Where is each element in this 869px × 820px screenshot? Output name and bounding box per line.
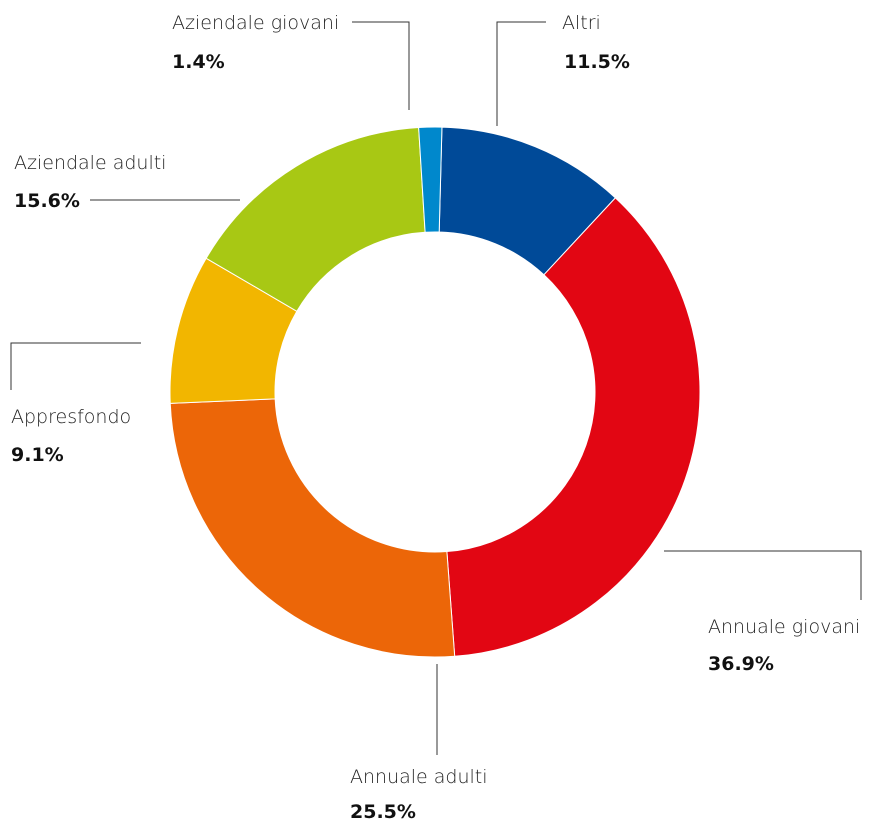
donut-slice-aziendale-giovani: [418, 126, 443, 233]
donut-slice-annuale-adulti: [169, 398, 456, 658]
slice-label-annuale-adulti: Annuale adulti: [350, 766, 488, 788]
slice-label-appresfondo: Appresfondo: [11, 406, 131, 428]
slice-value-altri: 11.5%: [564, 51, 630, 73]
slice-label-annuale-giovani: Annuale giovani: [708, 616, 860, 638]
label-group-altri: Altri 11.5%: [496, 12, 630, 126]
leader-line-altri: [496, 21, 546, 126]
slice-label-aziendale-giovani: Aziendale giovani: [172, 12, 339, 34]
leader-line-aziendale-giovani: [352, 21, 410, 110]
leader-line-annuale-giovani: [664, 550, 862, 600]
label-group-appresfondo: Appresfondo 9.1%: [10, 342, 141, 466]
slice-value-annuale-adulti: 25.5%: [350, 801, 416, 820]
label-group-aziendale-giovani: Aziendale giovani 1.4%: [172, 12, 410, 110]
slice-value-appresfondo: 9.1%: [11, 444, 64, 466]
donut-slice-annuale-giovani: [446, 197, 701, 657]
donut-slice-aziendale-adulti: [205, 126, 426, 312]
slice-label-aziendale-adulti: Aziendale adulti: [14, 152, 166, 174]
donut-slices: [169, 126, 701, 658]
leader-line-appresfondo: [10, 342, 141, 390]
slice-value-annuale-giovani: 36.9%: [708, 653, 774, 675]
slice-label-altri: Altri: [562, 12, 601, 34]
label-group-annuale-giovani: Annuale giovani 36.9%: [664, 550, 862, 675]
label-group-aziendale-adulti: Aziendale adulti 15.6%: [14, 152, 240, 212]
slice-value-aziendale-adulti: 15.6%: [14, 190, 80, 212]
label-group-annuale-adulti: Annuale adulti 25.5%: [350, 664, 488, 820]
slice-value-aziendale-giovani: 1.4%: [172, 51, 225, 73]
